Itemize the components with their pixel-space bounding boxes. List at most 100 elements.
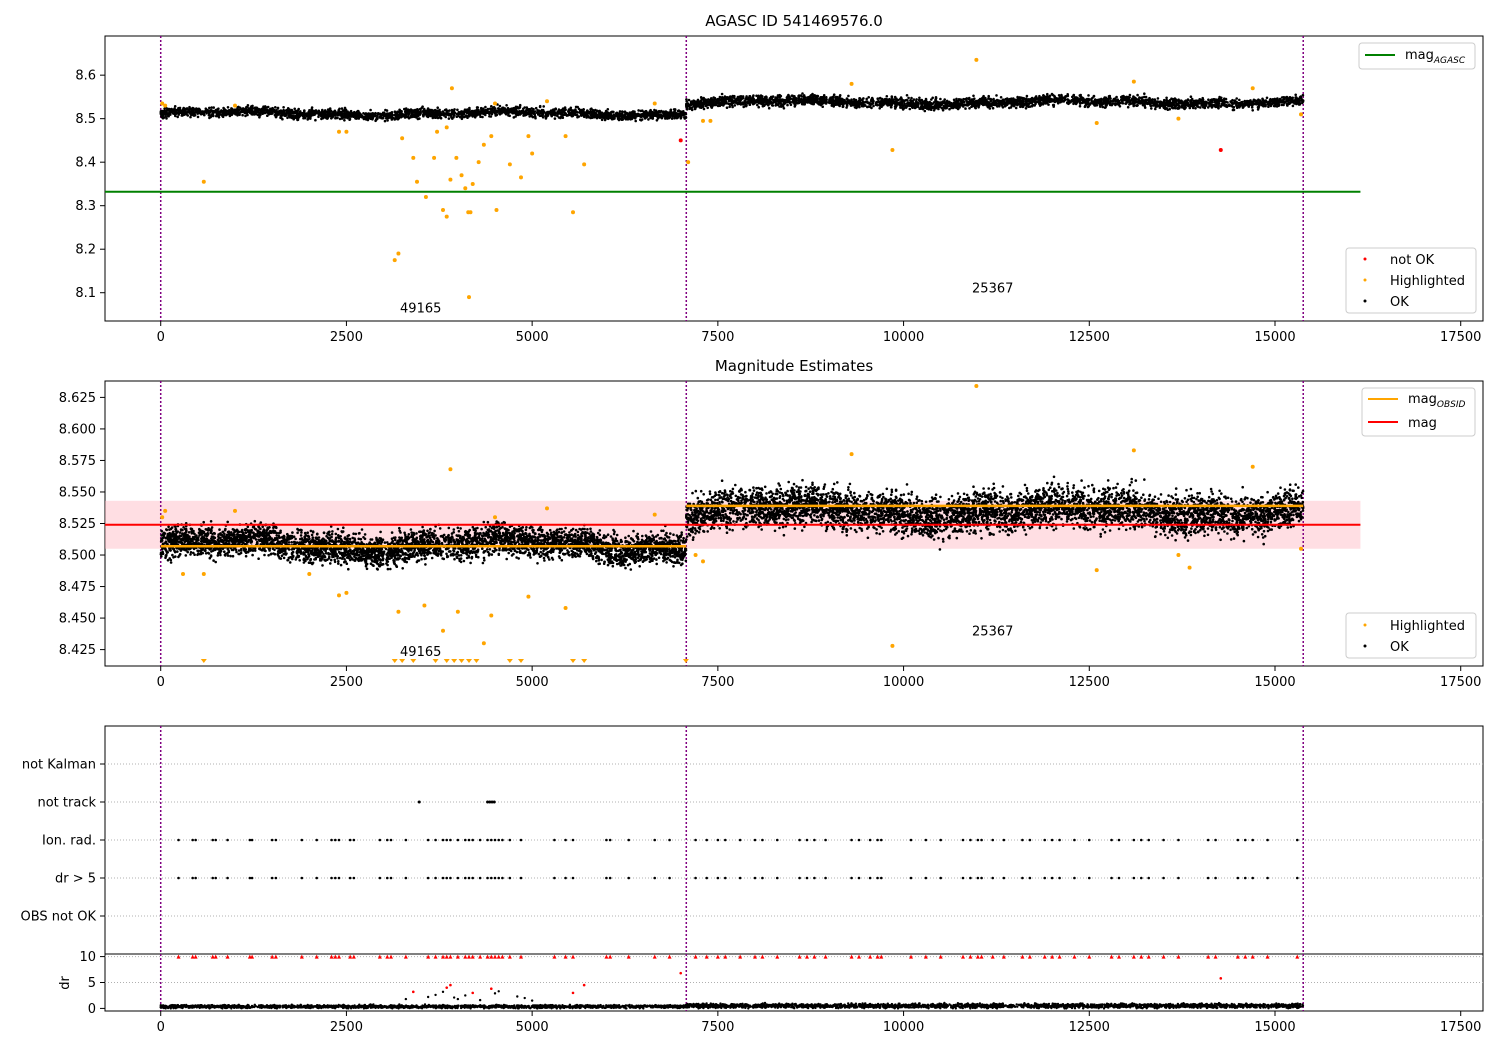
ok-point <box>894 104 897 108</box>
ok-point <box>530 115 534 118</box>
ok-point <box>281 109 285 113</box>
ok-point <box>228 108 231 112</box>
ok-point <box>963 100 966 104</box>
ok-point <box>486 111 489 114</box>
ok-point <box>293 107 297 111</box>
ok-point <box>441 110 445 113</box>
ok-point <box>396 110 400 114</box>
ok-point <box>534 106 538 110</box>
ok-point <box>655 119 659 122</box>
ok-point <box>1231 108 1235 112</box>
ok-point <box>918 96 921 100</box>
ok-point <box>210 109 214 113</box>
ok-point <box>1137 99 1141 103</box>
ok-point <box>366 112 369 116</box>
ok-point <box>1198 98 1201 101</box>
ok-point <box>1075 98 1079 101</box>
ok-point <box>198 110 201 113</box>
ok-point <box>1219 105 1222 108</box>
ok-point <box>677 112 681 116</box>
ok-point <box>276 107 280 110</box>
ok-point <box>771 104 775 107</box>
ok-point <box>1143 103 1146 106</box>
ok-point <box>1294 96 1298 99</box>
ok-point <box>578 110 582 114</box>
ok-point <box>176 115 179 119</box>
ok-point <box>733 104 737 107</box>
ok-point <box>786 103 789 107</box>
ok-point <box>1163 101 1166 105</box>
ok-point <box>328 112 332 116</box>
ok-point <box>1298 95 1302 99</box>
ok-point <box>471 115 475 118</box>
ok-point <box>274 110 278 113</box>
ok-point <box>908 104 912 107</box>
ok-point <box>687 98 691 102</box>
ok-point <box>452 110 456 113</box>
ok-point <box>528 111 532 115</box>
ok-point <box>939 97 942 101</box>
ok-point <box>907 96 910 100</box>
ok-point <box>568 110 571 114</box>
ok-point <box>565 114 569 117</box>
ok-point <box>630 115 634 118</box>
ok-point <box>771 95 775 98</box>
ok-point <box>1228 103 1231 106</box>
ok-point <box>525 108 528 112</box>
ok-point <box>1066 98 1069 101</box>
ok-point <box>1200 102 1203 106</box>
ok-point <box>204 107 208 110</box>
ok-point <box>926 107 929 110</box>
ok-point <box>1158 104 1162 108</box>
ok-point <box>497 108 501 112</box>
ok-point <box>210 106 213 109</box>
ok-point <box>386 119 389 122</box>
ok-point <box>296 109 300 112</box>
ok-point <box>182 112 186 115</box>
ok-point <box>864 104 867 107</box>
ok-point <box>431 116 435 120</box>
ok-point <box>742 105 745 109</box>
ok-point <box>509 107 513 111</box>
ok-point <box>468 108 471 111</box>
ok-point <box>685 104 688 107</box>
ok-point <box>848 101 851 105</box>
ok-point <box>1171 106 1175 110</box>
ok-point <box>571 114 574 118</box>
ok-point <box>309 112 313 116</box>
ok-point <box>999 96 1003 99</box>
ok-point <box>339 111 342 114</box>
ok-point <box>681 113 684 116</box>
ok-point <box>1004 97 1007 101</box>
ok-point <box>1256 105 1260 109</box>
ok-point <box>378 112 382 116</box>
ok-point <box>563 106 567 109</box>
ok-point <box>528 109 532 112</box>
ok-point <box>1131 97 1134 100</box>
ok-point <box>1038 96 1041 100</box>
ok-point <box>643 117 647 120</box>
ok-point <box>422 111 425 115</box>
ok-point <box>537 112 540 116</box>
ok-point <box>160 109 164 113</box>
ok-point <box>786 100 789 104</box>
ok-point <box>498 104 502 108</box>
ok-point <box>575 113 579 117</box>
ok-point <box>951 104 955 107</box>
ok-point <box>902 104 906 107</box>
ok-point <box>822 100 826 104</box>
ok-point <box>1104 106 1107 109</box>
ok-point <box>211 114 215 117</box>
ok-point <box>889 105 893 109</box>
ok-point <box>1126 105 1130 109</box>
ok-point <box>878 97 881 100</box>
ok-point <box>317 109 321 113</box>
ok-point <box>518 105 522 109</box>
ok-point <box>676 109 680 113</box>
ok-point <box>757 105 760 109</box>
ok-point <box>474 113 477 117</box>
ok-point <box>326 108 330 111</box>
ok-point <box>330 117 333 120</box>
ok-point <box>973 97 976 100</box>
ok-point <box>234 113 237 116</box>
